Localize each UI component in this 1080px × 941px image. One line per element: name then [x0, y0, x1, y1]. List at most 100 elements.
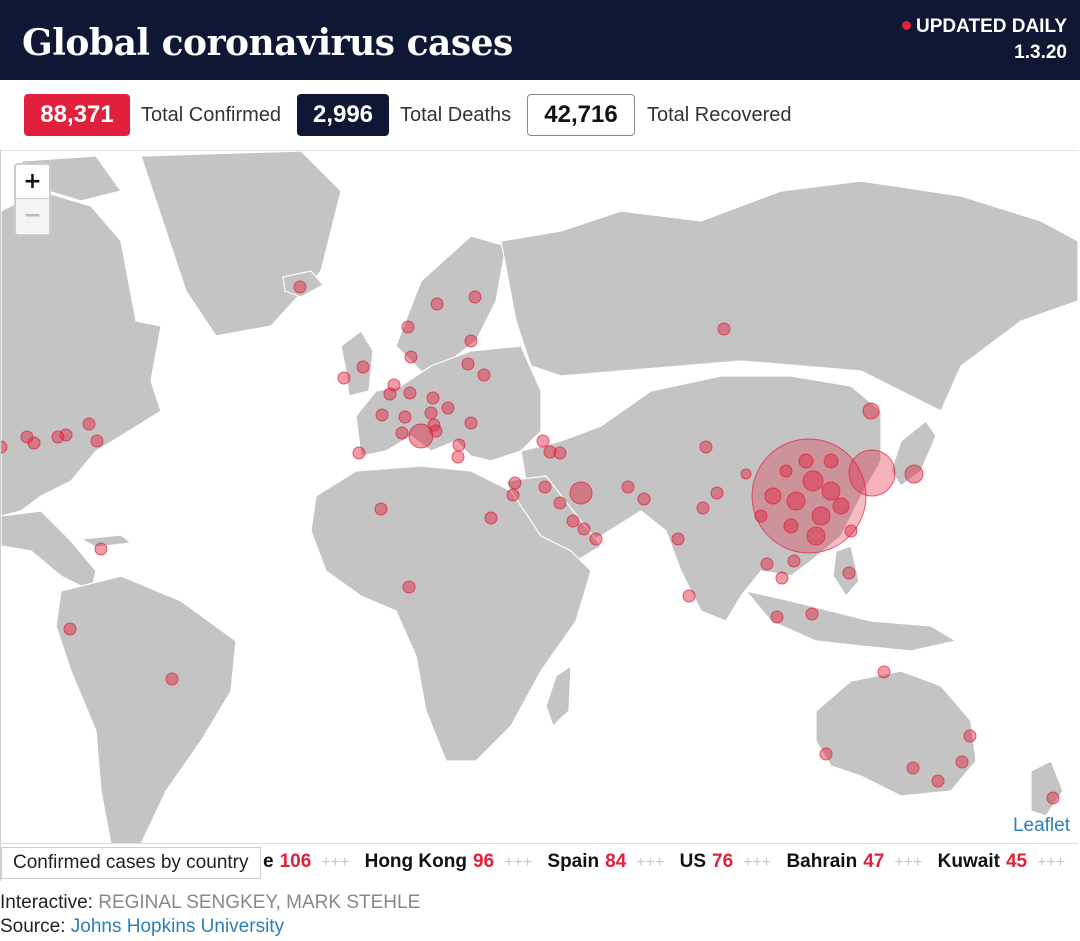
marker-nepal	[696, 501, 710, 515]
ticker-track: e 106 +++ Hong Kong 96 +++ Spain 84 +++ US 76 ++…	[263, 851, 1075, 873]
land-north-america	[1, 190, 162, 517]
marker-nigeria	[402, 580, 416, 594]
marker-france	[375, 408, 389, 422]
interactive-credit: Interactive: REGINAL SENGKEY, MARK STEHL…	[0, 892, 421, 913]
marker-azerbaijan	[553, 446, 567, 460]
marker-israel	[506, 488, 520, 502]
marker-austria	[424, 406, 438, 420]
land-uk	[340, 330, 374, 397]
marker-czech	[441, 401, 455, 415]
ticker-separator: +++	[636, 854, 665, 871]
ticker-label: Confirmed cases by country	[1, 847, 261, 879]
marker-belarus	[477, 368, 491, 382]
marker-japan-2	[862, 402, 880, 420]
marker-uk	[356, 360, 370, 374]
marker-china-10	[823, 453, 839, 469]
marker-iceland	[293, 280, 307, 294]
marker-china-6	[798, 453, 814, 469]
marker-belgium	[383, 387, 397, 401]
map-canvas[interactable]	[1, 151, 1078, 843]
marker-sweden	[401, 320, 415, 334]
live-dot-icon	[902, 21, 912, 30]
marker-georgia	[536, 434, 550, 448]
world-map[interactable]	[1, 150, 1078, 843]
marker-japan	[904, 464, 924, 484]
marker-china-13	[779, 464, 793, 478]
marker-canada-2	[59, 428, 73, 442]
ticker-item: Hong Kong 96	[364, 851, 495, 872]
source-credit: Source: Johns Hopkins University	[0, 916, 285, 937]
ticker-separator: +++	[504, 854, 533, 871]
marker-australia-6	[963, 729, 977, 743]
marker-india-1	[710, 486, 724, 500]
marker-kz	[740, 468, 752, 480]
updated-date: 1.3.20	[1014, 42, 1067, 63]
marker-brazil	[165, 672, 179, 686]
marker-denmark	[404, 350, 418, 364]
deaths-badge: 2,996	[297, 94, 389, 136]
marker-croatia	[427, 418, 441, 432]
zoom-out-button[interactable]: −	[16, 199, 49, 233]
ticker-separator: +++	[894, 854, 923, 871]
recovered-badge: 42,716	[527, 94, 635, 136]
marker-n-macedonia	[452, 438, 466, 452]
marker-norway	[430, 297, 444, 311]
marker-ecuador	[63, 622, 77, 636]
marker-australia-4	[931, 774, 945, 788]
marker-iraq	[538, 480, 552, 494]
zoom-control: + −	[14, 163, 51, 236]
marker-new-zealand	[1046, 791, 1060, 805]
marker-lebanon	[508, 476, 522, 490]
land-layer	[1, 151, 1078, 843]
marker-china-9	[783, 518, 799, 534]
credits: Interactive: REGINAL SENGKEY, MARK STEHL…	[0, 891, 420, 939]
marker-germany-2	[426, 391, 440, 405]
confirmed-badge: 88,371	[24, 94, 130, 136]
land-japan	[890, 420, 937, 487]
marker-philippines	[842, 566, 856, 580]
marker-iran	[569, 481, 593, 505]
marker-us-1	[27, 436, 41, 450]
land-se-asia-islands	[744, 590, 958, 652]
marker-algeria	[374, 502, 388, 516]
ticker-item: e 106	[263, 851, 312, 872]
marker-uae	[589, 532, 603, 546]
marker-greece	[451, 450, 465, 464]
marker-oman	[577, 522, 591, 536]
marker-spain	[352, 446, 366, 460]
marker-srilanka	[682, 589, 696, 603]
deaths-label: Total Deaths	[400, 104, 512, 126]
marker-cambodia	[775, 571, 789, 585]
land-africa	[310, 465, 592, 762]
source-link[interactable]: Johns Hopkins University	[70, 916, 285, 937]
zoom-in-button[interactable]: +	[16, 165, 49, 199]
header-bar: Global coronavirus cases UPDATED DAILY 1…	[0, 0, 1080, 80]
marker-bahrain	[566, 514, 580, 528]
marker-lithuania	[461, 357, 475, 371]
land-iceland	[282, 270, 324, 298]
marker-china-8	[806, 526, 826, 546]
marker-armenia	[543, 445, 557, 459]
marker-monaco	[395, 426, 409, 440]
page-title: Global coronavirus cases	[22, 22, 513, 64]
ticker-item: Kuwait 45	[937, 851, 1028, 872]
marker-us-4	[1, 440, 8, 454]
land-russia	[500, 180, 1078, 412]
marker-ireland	[337, 371, 351, 385]
marker-finland	[468, 290, 482, 304]
marker-malaysia	[770, 610, 784, 624]
marker-australia-3	[906, 761, 920, 775]
credit-names: REGINAL SENGKEY, MARK STEHLE	[98, 892, 421, 913]
marker-hubei	[751, 438, 867, 554]
leaflet-attribution-link[interactable]: Leaflet	[1012, 815, 1070, 836]
marker-australia-1	[877, 665, 891, 679]
marker-australia-2	[819, 747, 833, 761]
marker-australia-5	[955, 755, 969, 769]
cases-ticker: e 106 +++ Hong Kong 96 +++ Spain 84 +++ US 76 ++…	[1, 843, 1078, 881]
confirmed-label: Total Confirmed	[141, 104, 282, 126]
marker-china-7	[832, 497, 850, 515]
ticker-separator: +++	[1037, 854, 1066, 871]
marker-china-1	[802, 470, 824, 492]
case-markers	[1, 280, 1060, 805]
marker-china-3	[821, 481, 841, 501]
